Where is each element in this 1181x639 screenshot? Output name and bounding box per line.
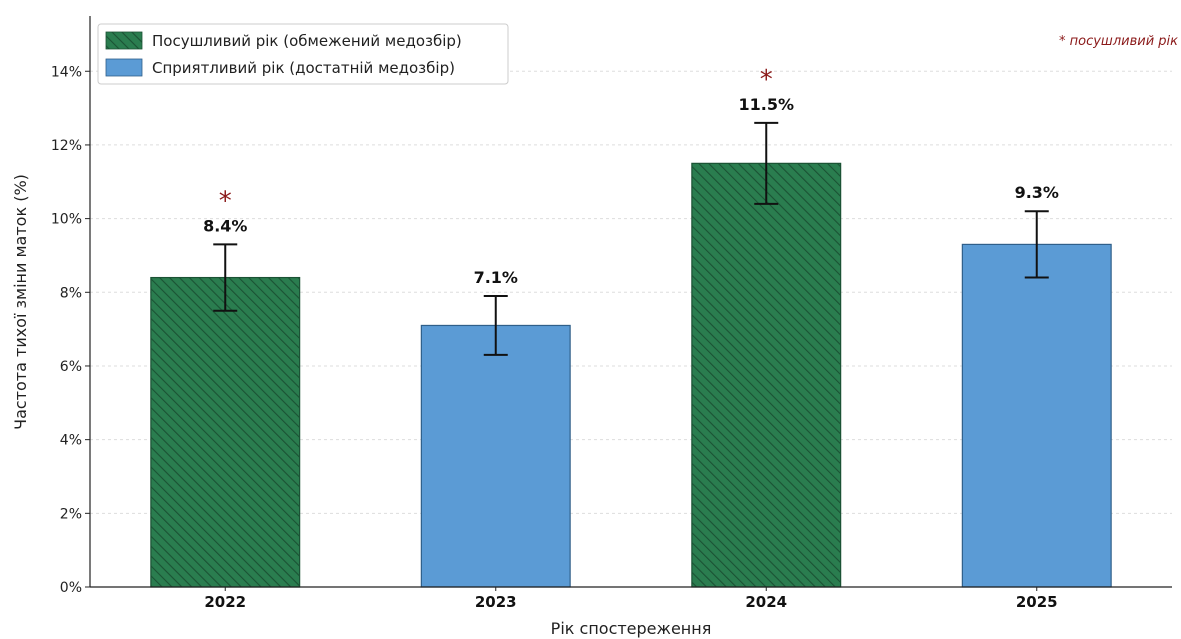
y-tick-label: 14%: [51, 64, 82, 80]
x-ticks: 2022 2023 2024 2025: [204, 587, 1058, 611]
drought-note: * посушливий рік: [1059, 34, 1178, 49]
data-label-2023: 7.1%: [474, 268, 518, 287]
legend-label-favorable: Сприятливий рік (достатній медозбір): [152, 59, 455, 77]
x-tick-label-2022: 2022: [204, 593, 246, 611]
data-label-2025: 9.3%: [1015, 183, 1059, 202]
y-tick-label: 4%: [60, 433, 82, 449]
legend-box: [97, 23, 509, 85]
bar-2023: [420, 324, 571, 588]
bar-2022: [150, 276, 301, 588]
error-bars: [213, 121, 1049, 356]
y-axis-title: Частота тихої зміни маток (%): [11, 174, 30, 430]
bar-2025: [961, 243, 1112, 588]
x-tick-label-2023: 2023: [475, 593, 517, 611]
bars: [150, 162, 1112, 588]
data-label-2024: 11.5%: [738, 95, 794, 114]
y-tick-label: 8%: [60, 285, 82, 301]
data-label-2022: 8.4%: [203, 216, 247, 235]
data-labels: 8.4%*7.1%11.5%*9.3%: [203, 65, 1059, 287]
legend-label-drought: Посушливий рік (обмежений медозбір): [152, 32, 462, 50]
significance-star-2024: *: [760, 65, 773, 95]
y-tick-label: 0%: [60, 580, 82, 596]
legend-swatch-favorable: [105, 58, 143, 77]
y-tick-label: 12%: [51, 138, 82, 154]
legend: Посушливий рік (обмежений медозбір) Спри…: [97, 23, 509, 85]
y-ticks: 0% 2% 4% 6% 8% 10% 12% 14%: [51, 64, 90, 596]
x-tick-label-2025: 2025: [1016, 593, 1058, 611]
legend-swatch-drought: [105, 31, 143, 50]
y-tick-label: 10%: [51, 212, 82, 228]
x-tick-label-2024: 2024: [745, 593, 787, 611]
x-axis-title: Рік спостереження: [551, 619, 712, 638]
y-tick-label: 2%: [60, 506, 82, 522]
bar-2024: [691, 162, 842, 588]
significance-star-2022: *: [219, 186, 232, 216]
y-tick-label: 6%: [60, 359, 82, 375]
